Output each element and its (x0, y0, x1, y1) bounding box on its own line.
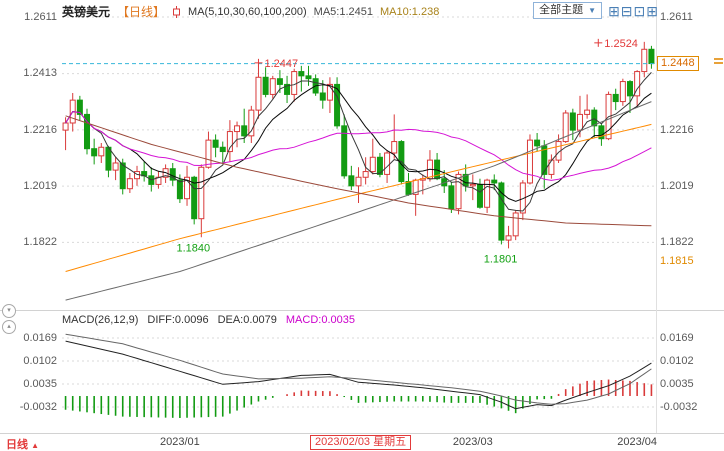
ma5-value: MA5:1.2451 (313, 5, 373, 18)
x-axis-label: 2023/03 (452, 436, 493, 448)
dea-line (65, 333, 652, 405)
layout-single-icon[interactable]: ⊡ (633, 2, 646, 19)
ma-line-MA5 (65, 72, 652, 212)
period-selector-label: 日线 (6, 439, 28, 451)
x-axis-label: 2023/04 (617, 436, 658, 448)
dea-value: DEA:0.0079 (217, 314, 277, 326)
y-axis-label-right: 1.2019 (660, 180, 694, 192)
chart-controls: 全部主题 ▼ ⊞ ⊟ ⊡ ⊞ (533, 2, 658, 19)
macd-axis-label-left: 0.0035 (23, 378, 57, 390)
panel-divider (0, 310, 724, 311)
x-axis-bar: 日线 ▲ 2023/02/03 星期五 2023/012023/022023/0… (0, 433, 724, 451)
period-tag: 【日线】 (117, 5, 166, 19)
ma-lines-layer (65, 72, 652, 301)
ma-line-MA60 (65, 123, 652, 272)
price-annotation: 1.1801 (484, 253, 518, 265)
macd-axis-label-left: 0.0102 (23, 355, 57, 367)
price-annotation: 1.2524 (604, 38, 638, 50)
ma-line-MA30 (65, 111, 652, 181)
macd-axis-label-left: -0.0032 (19, 401, 57, 413)
collapse-macd-button[interactable]: ▾ (2, 304, 16, 318)
k-line-icon (173, 5, 181, 18)
ma-settings-label: MA(5,10,30,60,100,200) (188, 5, 307, 18)
highlighted-date-label: 2023/02/03 星期五 (310, 435, 412, 450)
theme-dropdown[interactable]: 全部主题 ▼ (533, 2, 603, 19)
current-price-edge-marker (714, 58, 723, 66)
layout-grid-icon[interactable]: ⊞ (646, 2, 658, 19)
price-annotation: 1.1840 (176, 242, 210, 254)
y-axis-label-left: 1.2019 (23, 180, 57, 192)
theme-dropdown-label: 全部主题 (539, 4, 584, 16)
chevron-down-icon: ▼ (588, 6, 597, 15)
diff-line (65, 340, 652, 410)
y-axis-label-left: 1.2216 (23, 124, 57, 136)
y-axis-label-right: 1.2216 (660, 124, 694, 136)
layout-quad-icon[interactable]: ⊞ (608, 2, 620, 19)
y-axis-label-left: 1.2413 (23, 67, 57, 79)
macd-axis-label-left: 0.0169 (23, 332, 57, 344)
macd-header: MACD(26,12,9) DIFF:0.0096 DEA:0.0079 MAC… (62, 314, 355, 326)
y-axis-label-left: 1.1822 (23, 236, 57, 248)
price-annotation: 1.2447 (264, 58, 298, 70)
y-axis-label-right: 1.2611 (660, 11, 693, 23)
ma-line-MA100 (65, 101, 652, 301)
period-selector[interactable]: 日线 ▲ (6, 436, 39, 451)
macd-axis-label-right: 0.0169 (660, 332, 694, 344)
level-label-1.1815: 1.1815 (660, 255, 694, 267)
triangle-up-icon: ▲ (31, 441, 39, 450)
macd-axis-label-right: -0.0032 (660, 401, 698, 413)
x-axis-label: 2023/01 (159, 436, 200, 448)
macd-axis-label-right: 0.0102 (660, 355, 694, 367)
layout-icon-group: ⊞ ⊟ ⊡ ⊞ (608, 3, 658, 19)
ma10-value: MA10:1.238 (380, 5, 440, 18)
macd-settings-label: MACD(26,12,9) (62, 314, 139, 326)
ma-line-MA200 (65, 115, 652, 227)
instrument-title: 英镑美元 (62, 5, 111, 19)
y-axis-label-right: 1.1822 (660, 236, 694, 248)
macd-value: MACD:0.0035 (285, 314, 355, 326)
chart-header: 英镑美元 【日线】 MA(5,10,30,60,100,200) MA5:1.24… (62, 3, 439, 20)
macd-axis-label-right: 0.0035 (660, 378, 694, 390)
axis-divider (656, 0, 657, 433)
layout-horizontal-split-icon[interactable]: ⊟ (620, 2, 633, 19)
expand-macd-button[interactable]: ▴ (2, 320, 16, 334)
macd-histogram (64, 379, 653, 418)
ma-line-MA10 (65, 84, 652, 202)
diff-value: DIFF:0.0096 (147, 314, 209, 326)
current-price-label: 1.2448 (657, 56, 699, 71)
y-axis-label-left: 1.2611 (24, 11, 57, 23)
